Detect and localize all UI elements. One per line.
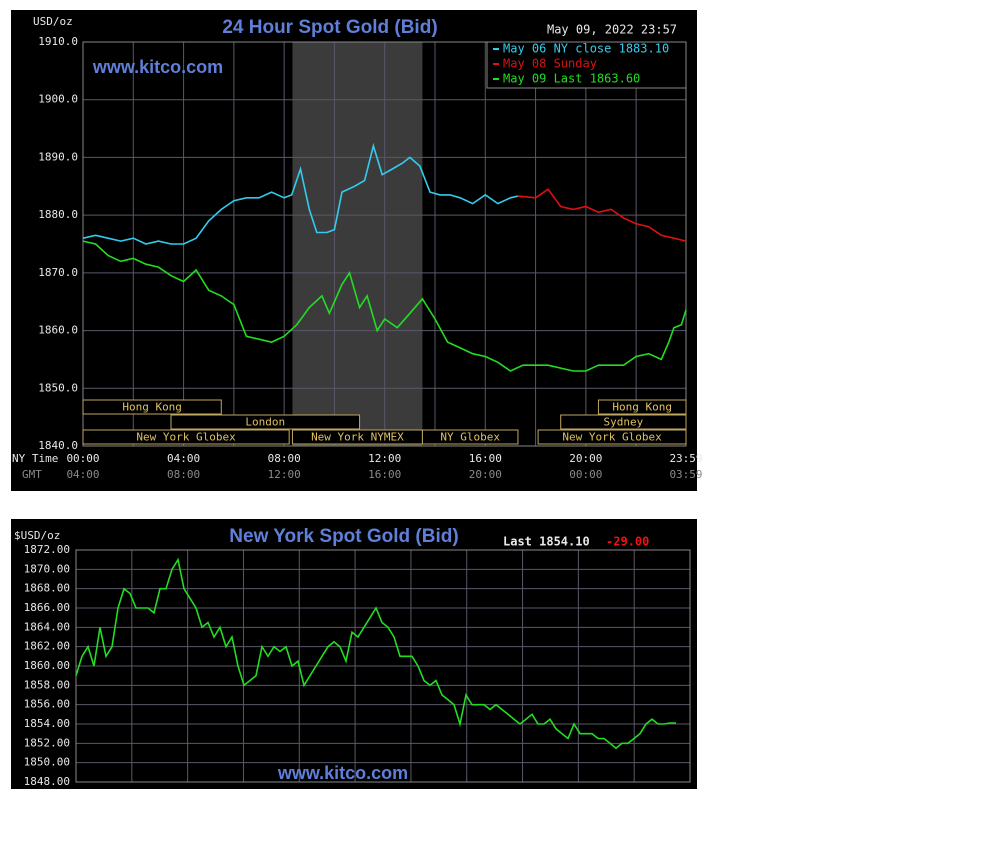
x-tick-label: 00:00 [66, 452, 99, 465]
y-tick-label: 1848.00 [24, 775, 70, 788]
x-tick-label: 23:59 [669, 452, 702, 465]
session-label: London [245, 416, 285, 429]
session-box [537, 429, 687, 445]
y-tick-label: 1900.0 [38, 93, 78, 106]
plot-border [82, 41, 687, 447]
y-tick-label: 1854.00 [24, 717, 70, 730]
session-box [82, 399, 222, 415]
legend-box [486, 41, 687, 89]
x2-tick-label: 12:00 [268, 468, 301, 481]
legend-label: May 08 Sunday [503, 57, 597, 71]
y-tick-label: 1868.00 [24, 582, 70, 595]
chart-title: New York Spot Gold (Bid) [229, 526, 458, 547]
watermark: www.kitco.com [92, 57, 223, 77]
session-highlight [292, 42, 423, 446]
y-tick-label: 1862.00 [24, 640, 70, 653]
y-tick-label: 1870.00 [24, 562, 70, 575]
legend-label: May 06 NY close 1883.10 [503, 42, 669, 56]
unit-label: USD/oz [33, 15, 73, 28]
y-tick-label: 1870.0 [38, 266, 78, 279]
y-tick-label: 1910.0 [38, 35, 78, 48]
session-label: New York NYMEX [311, 431, 404, 444]
y-tick-label: 1864.00 [24, 620, 70, 633]
y-tick-label: 1880.0 [38, 208, 78, 221]
chart-title: 24 Hour Spot Gold (Bid) [222, 17, 437, 38]
y-tick-label: 1860.0 [38, 324, 78, 337]
y-tick-label: 1850.0 [38, 381, 78, 394]
x2-tick-label: 08:00 [167, 468, 200, 481]
x2-axis-label: GMT [22, 468, 42, 481]
session-label: Sydney [603, 416, 643, 429]
last-price: Last 1854.10 [503, 535, 590, 549]
y-tick-label: 1860.00 [24, 659, 70, 672]
session-label: Hong Kong [122, 401, 182, 414]
price-change: -29.00 [606, 535, 649, 549]
y-tick-label: 1858.00 [24, 678, 70, 691]
x-tick-label: 12:00 [368, 452, 401, 465]
series-line [82, 240, 687, 372]
x-tick-label: 20:00 [569, 452, 602, 465]
session-label: New York Globex [562, 431, 662, 444]
session-label: Hong Kong [612, 401, 672, 414]
series-line [82, 142, 519, 245]
y-tick-label: 1866.00 [24, 601, 70, 614]
plot-border [75, 549, 691, 783]
y-tick-label: 1852.00 [24, 736, 70, 749]
session-box [560, 414, 687, 430]
y-tick-label: 1850.00 [24, 756, 70, 769]
series-line [517, 188, 687, 242]
session-label: New York Globex [136, 431, 236, 444]
x2-tick-label: 00:00 [569, 468, 602, 481]
series-line [75, 557, 676, 750]
session-box [82, 429, 290, 445]
x2-tick-label: 04:00 [66, 468, 99, 481]
x-axis-label: NY Time [12, 452, 58, 465]
y-tick-label: 1890.0 [38, 150, 78, 163]
watermark: www.kitco.com [277, 763, 408, 783]
session-box [597, 399, 687, 415]
timestamp: May 09, 2022 23:57 [547, 23, 677, 37]
x-tick-label: 04:00 [167, 452, 200, 465]
y-tick-label: 1872.00 [24, 543, 70, 556]
x-tick-label: 08:00 [268, 452, 301, 465]
x2-tick-label: 16:00 [368, 468, 401, 481]
legend-label: May 09 Last 1863.60 [503, 72, 640, 86]
x-tick-label: 16:00 [469, 452, 502, 465]
x2-tick-label: 03:59 [669, 468, 702, 481]
unit-label: $USD/oz [14, 529, 60, 542]
panel [11, 519, 697, 789]
y-tick-label: 1840.0 [38, 439, 78, 452]
y-tick-label: 1856.00 [24, 698, 70, 711]
session-box [421, 429, 519, 445]
session-label: NY Globex [440, 431, 500, 444]
x2-tick-label: 20:00 [469, 468, 502, 481]
session-box [170, 414, 361, 430]
